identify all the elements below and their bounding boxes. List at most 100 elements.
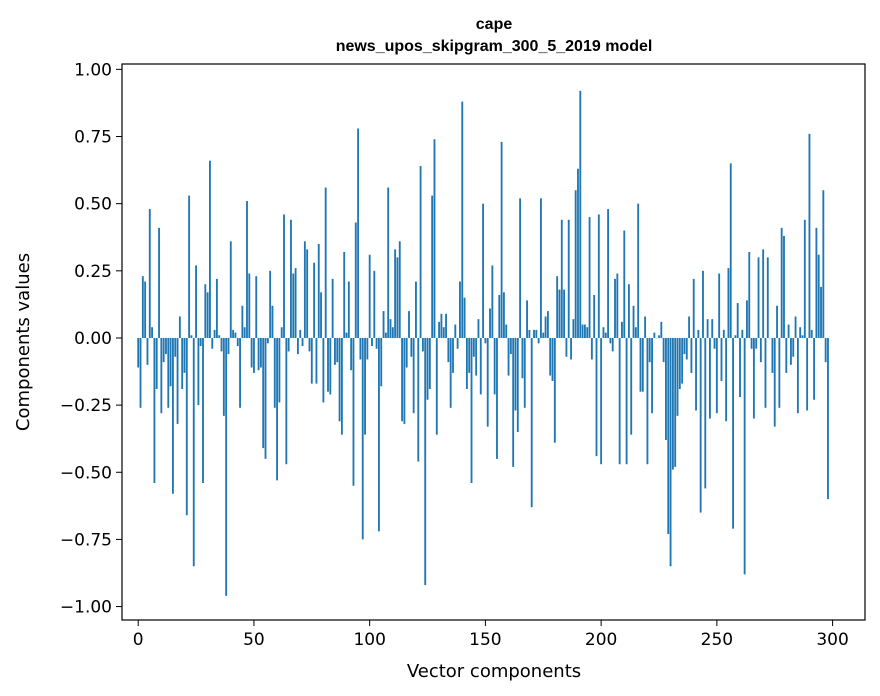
bar	[720, 337, 723, 381]
bar	[627, 284, 630, 338]
bar	[431, 195, 434, 338]
bar	[651, 337, 653, 414]
bar	[507, 337, 510, 376]
bar	[519, 198, 522, 338]
bar	[546, 311, 549, 338]
bar	[426, 337, 429, 400]
bar	[209, 160, 211, 338]
bar	[185, 337, 188, 516]
bar	[632, 305, 635, 338]
bar	[292, 273, 295, 338]
bar	[521, 337, 524, 379]
bar	[586, 327, 589, 338]
bar	[785, 337, 788, 373]
bar	[697, 329, 700, 338]
x-axis-label: Vector components	[407, 661, 581, 682]
bar	[396, 257, 399, 338]
bar	[549, 337, 552, 376]
bar	[827, 337, 829, 500]
bar	[167, 337, 170, 408]
bar	[391, 327, 394, 338]
bar	[558, 289, 561, 338]
bar	[283, 214, 285, 338]
bar	[806, 337, 809, 411]
bar	[246, 200, 248, 338]
bar	[433, 139, 436, 338]
bar	[639, 337, 642, 392]
bar	[287, 337, 290, 352]
bar	[234, 332, 237, 338]
bar	[148, 209, 151, 338]
bar	[796, 337, 799, 414]
bar	[470, 337, 473, 484]
bar	[387, 187, 390, 338]
bar	[648, 337, 651, 363]
bar	[706, 319, 709, 338]
bar	[477, 319, 480, 338]
bar	[361, 337, 364, 540]
y-tick-label: 0.75	[74, 128, 112, 148]
bar	[262, 337, 265, 449]
bar	[708, 337, 711, 419]
bar	[637, 203, 640, 338]
bar	[345, 332, 348, 338]
bar	[199, 337, 202, 347]
bar	[206, 292, 209, 338]
bar	[491, 265, 494, 338]
bar	[729, 163, 732, 338]
bar	[320, 292, 322, 338]
bar	[174, 337, 177, 357]
bar	[704, 337, 707, 489]
bar	[755, 337, 758, 349]
bar	[417, 337, 420, 462]
bar	[421, 337, 424, 352]
bar	[308, 337, 311, 352]
bar	[192, 337, 195, 567]
bar	[357, 128, 360, 338]
bar	[493, 337, 496, 395]
bar	[169, 337, 172, 387]
y-tick-label: −0.25	[60, 396, 112, 416]
bar	[588, 217, 591, 338]
bar	[699, 337, 702, 513]
bar	[669, 337, 672, 567]
bar	[410, 337, 413, 357]
bar	[799, 327, 802, 338]
bar	[472, 337, 475, 357]
bar	[810, 329, 813, 338]
bar	[570, 337, 572, 360]
bar	[428, 337, 431, 389]
bar	[748, 252, 751, 338]
bars-group	[137, 90, 829, 596]
bar	[678, 337, 681, 389]
bar	[787, 324, 790, 338]
bar	[243, 327, 246, 338]
bar	[271, 305, 274, 338]
bar	[662, 337, 665, 363]
bar	[489, 308, 491, 338]
bar	[646, 337, 649, 465]
bar	[746, 300, 748, 338]
bar	[498, 295, 501, 338]
bar	[475, 337, 478, 376]
bar	[692, 278, 695, 338]
bar	[514, 337, 517, 411]
bar	[276, 337, 279, 481]
bar	[160, 337, 163, 414]
bar	[528, 329, 531, 338]
bar	[759, 337, 762, 363]
bar	[239, 337, 241, 408]
bar	[516, 337, 519, 432]
x-tick-label: 150	[469, 630, 501, 650]
bar	[711, 319, 714, 338]
bar	[611, 337, 614, 352]
x-tick-label: 50	[243, 630, 265, 650]
bar	[278, 337, 281, 403]
bar	[595, 337, 598, 457]
bar	[183, 337, 186, 373]
bar	[266, 337, 269, 344]
bar	[181, 337, 184, 389]
bar	[236, 337, 239, 347]
bar	[792, 337, 795, 357]
x-tick-label: 300	[816, 630, 848, 650]
